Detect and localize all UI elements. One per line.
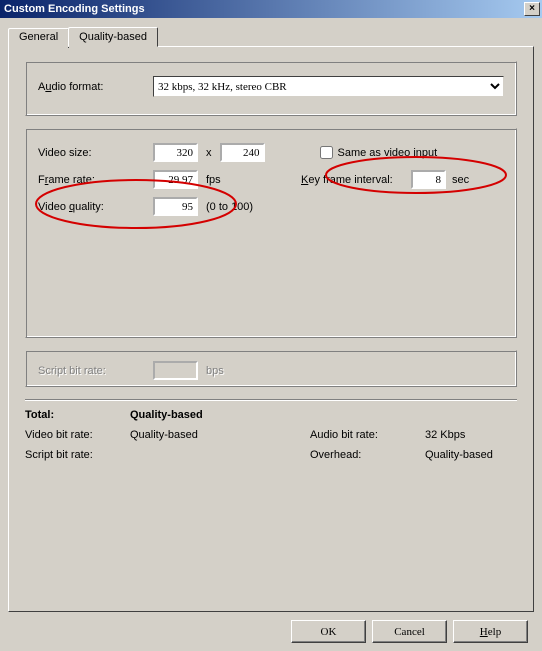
script-group: Script bit rate: bps (25, 350, 517, 387)
audio-format-label: Audio format: (38, 81, 153, 93)
tab-strip: General Quality-based (8, 26, 534, 46)
sum-abr-value: 32 Kbps (425, 429, 517, 441)
separator (25, 399, 517, 401)
tab-container: General Quality-based Audio format: 32 k… (8, 26, 534, 612)
video-width-input[interactable] (153, 143, 198, 162)
frame-rate-label: Frame rate: (38, 174, 153, 186)
frame-rate-input[interactable] (153, 170, 198, 189)
total-label: Total: (25, 409, 130, 421)
sum-sbr-value (130, 449, 310, 461)
window-title: Custom Encoding Settings (4, 3, 145, 15)
bps-label: bps (206, 365, 224, 377)
script-bitrate-label: Script bit rate: (38, 365, 153, 377)
sec-label: sec (452, 174, 469, 186)
sum-oh-label: Overhead: (310, 449, 425, 461)
total-value: Quality-based (130, 409, 310, 421)
sum-abr-label: Audio bit rate: (310, 429, 425, 441)
sum-sbr-label: Script bit rate: (25, 449, 130, 461)
summary-area: Total: Quality-based Video bit rate: Qua… (25, 409, 517, 461)
title-bar: Custom Encoding Settings × (0, 0, 542, 18)
tab-panel-quality: Audio format: 32 kbps, 32 kHz, stereo CB… (8, 46, 534, 612)
video-group: Video size: x Same as video input Frame … (25, 128, 517, 338)
same-as-input-label: Same as video input (338, 147, 438, 159)
tab-quality-based[interactable]: Quality-based (68, 27, 158, 47)
video-height-input[interactable] (220, 143, 265, 162)
help-button[interactable]: Help (453, 620, 528, 643)
ok-button[interactable]: OK (291, 620, 366, 643)
keyframe-label: Key frame interval: (301, 174, 411, 186)
keyframe-input[interactable] (411, 170, 446, 189)
audio-format-select[interactable]: 32 kbps, 32 kHz, stereo CBR (153, 76, 504, 97)
x-label: x (206, 147, 212, 159)
sum-vbr-value: Quality-based (130, 429, 310, 441)
sum-vbr-label: Video bit rate: (25, 429, 130, 441)
video-quality-label: Video quality: (38, 201, 153, 213)
video-quality-input[interactable] (153, 197, 198, 216)
same-as-input-checkbox[interactable] (320, 146, 333, 159)
audio-group: Audio format: 32 kbps, 32 kHz, stereo CB… (25, 61, 517, 116)
fps-label: fps (206, 174, 246, 186)
client-area: General Quality-based Audio format: 32 k… (0, 18, 542, 651)
sum-oh-value: Quality-based (425, 449, 517, 461)
close-button[interactable]: × (524, 2, 540, 16)
tab-general[interactable]: General (8, 28, 69, 48)
button-row: OK Cancel Help (8, 612, 534, 643)
video-quality-range: (0 to 100) (206, 201, 253, 213)
video-size-label: Video size: (38, 147, 153, 159)
script-bitrate-input (153, 361, 198, 380)
cancel-button[interactable]: Cancel (372, 620, 447, 643)
